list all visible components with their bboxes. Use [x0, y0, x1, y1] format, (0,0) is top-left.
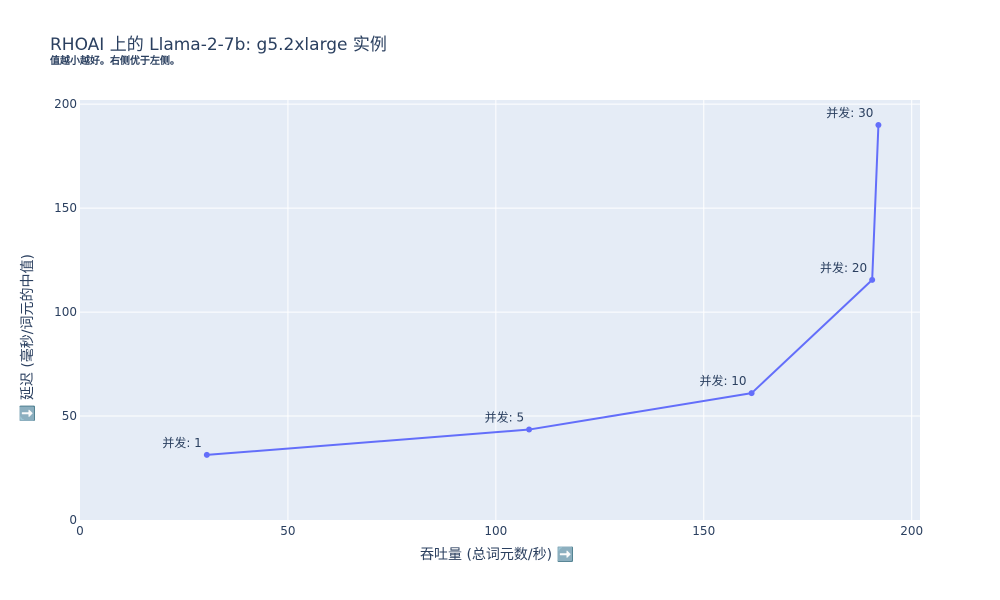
data-point[interactable]	[526, 426, 533, 433]
data-point[interactable]	[203, 451, 210, 458]
data-point-label: 并发: 10	[699, 373, 746, 388]
grid-lines	[80, 100, 920, 520]
data-point-label: 并发: 1	[162, 435, 202, 450]
point-labels: 并发: 1 并发: 5 并发: 10 并发: 20 并发: 30	[162, 105, 873, 450]
plot-area	[80, 100, 920, 520]
y-tick-label: 200	[54, 97, 77, 111]
chart-subtitle: 值越小越好。右侧优于左侧。	[50, 54, 180, 67]
y-tick-label: 50	[62, 409, 77, 423]
data-point-label: 并发: 5	[485, 410, 525, 425]
x-axis-ticks: 0 50 100 150 200	[76, 524, 923, 538]
x-tick-label: 100	[484, 524, 507, 538]
x-tick-label: 200	[900, 524, 923, 538]
x-tick-label: 0	[76, 524, 84, 538]
data-point[interactable]	[869, 276, 876, 283]
chart-title: RHOAI 上的 Llama-2-7b: g5.2xlarge 实例	[50, 35, 387, 55]
data-point[interactable]	[875, 121, 882, 128]
x-axis-title: 吞吐量 (总词元数/秒) ➡️	[420, 546, 574, 563]
y-axis-ticks: 0 50 100 150 200	[54, 97, 77, 527]
x-tick-label: 50	[280, 524, 295, 538]
data-point-label: 并发: 20	[820, 260, 867, 275]
y-tick-label: 150	[54, 201, 77, 215]
data-point-label: 并发: 30	[826, 105, 873, 120]
y-tick-label: 100	[54, 305, 77, 319]
y-axis-title: ⬇️ 延迟 (毫秒/词元的中值)	[19, 254, 36, 422]
series-layer	[203, 121, 882, 458]
y-tick-label: 0	[69, 513, 77, 527]
data-point[interactable]	[748, 390, 755, 397]
x-tick-label: 150	[692, 524, 715, 538]
